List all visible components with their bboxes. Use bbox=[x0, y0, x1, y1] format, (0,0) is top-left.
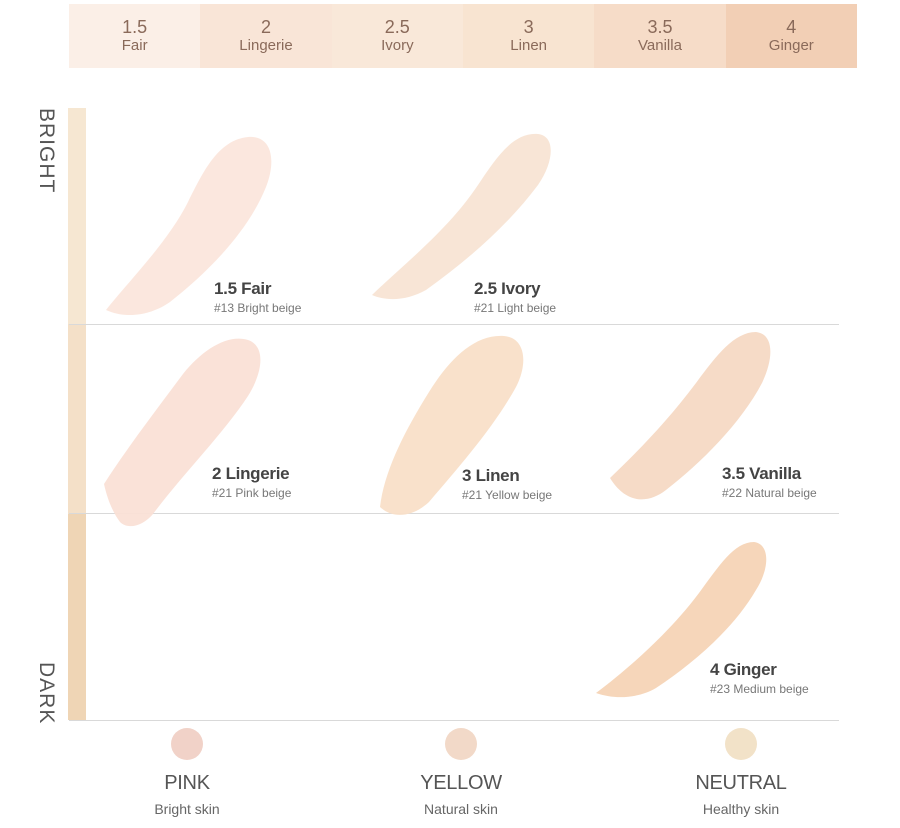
shade-number: 4 bbox=[786, 17, 797, 37]
swatch-desc: #22 Natural beige bbox=[722, 486, 817, 500]
undertone-dot bbox=[725, 728, 757, 760]
swatch-label-linen: 3 Linen #21 Yellow beige bbox=[462, 466, 552, 502]
row-divider bbox=[69, 720, 839, 721]
undertone-name: YELLOW bbox=[420, 772, 502, 794]
undertone-neutral: NEUTRAL Healthy skin bbox=[661, 728, 821, 817]
shade-name: Fair bbox=[121, 37, 148, 54]
swatch-desc: #21 Pink beige bbox=[212, 486, 292, 500]
undertone-dot bbox=[171, 728, 203, 760]
swatch-stroke bbox=[372, 133, 551, 300]
shade-number: 1.5 bbox=[122, 17, 148, 37]
shade-cell: 1.5 Fair bbox=[69, 4, 201, 68]
undertone-name: PINK bbox=[164, 772, 210, 794]
shade-number: 2 bbox=[260, 17, 271, 37]
swatch-name: 2 Lingerie bbox=[212, 464, 290, 483]
shade-number: 3.5 bbox=[647, 17, 673, 37]
axis-strip-dark bbox=[68, 514, 86, 720]
swatch-name: 2.5 Ivory bbox=[474, 279, 541, 298]
swatch-stroke bbox=[104, 338, 261, 527]
undertone-name: NEUTRAL bbox=[695, 772, 787, 794]
shade-cell: 4 Ginger bbox=[725, 4, 857, 68]
swatch-desc: #21 Light beige bbox=[474, 301, 557, 315]
undertone-desc: Natural skin bbox=[424, 801, 498, 817]
shade-scale-bar: 1.5 Fair 2 Lingerie 2.5 Ivory 3 Linen 3.… bbox=[69, 4, 857, 68]
shade-number: 2.5 bbox=[384, 17, 410, 37]
swatch-name: 4 Ginger bbox=[710, 660, 777, 679]
undertone-desc: Bright skin bbox=[154, 801, 220, 817]
swatch-stroke bbox=[380, 335, 524, 515]
shade-name: Ginger bbox=[768, 37, 814, 54]
swatch-linen bbox=[374, 332, 529, 517]
shade-cell: 2.5 Ivory bbox=[331, 4, 463, 68]
axis-strip-bright bbox=[68, 108, 86, 324]
axis-label-dark: DARK bbox=[35, 662, 58, 725]
swatch-desc: #23 Medium beige bbox=[710, 682, 809, 696]
swatch-label-lingerie: 2 Lingerie #21 Pink beige bbox=[212, 464, 291, 500]
axis-label-bright: BRIGHT bbox=[35, 108, 58, 194]
swatch-vanilla bbox=[606, 328, 776, 506]
shade-name: Ivory bbox=[381, 37, 414, 54]
swatch-label-vanilla: 3.5 Vanilla #22 Natural beige bbox=[722, 464, 817, 500]
swatch-desc: #21 Yellow beige bbox=[462, 488, 553, 502]
swatch-label-ginger: 4 Ginger #23 Medium beige bbox=[710, 660, 809, 696]
shade-name: Vanilla bbox=[638, 37, 682, 54]
shade-cell: 3.5 Vanilla bbox=[594, 4, 726, 68]
swatch-stroke bbox=[106, 136, 272, 316]
axis-strip-mid bbox=[68, 324, 86, 514]
swatch-ginger bbox=[594, 538, 770, 698]
swatch-name: 1.5 Fair bbox=[214, 279, 272, 298]
swatch-lingerie bbox=[98, 334, 268, 529]
row-divider bbox=[69, 513, 839, 514]
swatch-label-ivory: 2.5 Ivory #21 Light beige bbox=[474, 279, 556, 315]
shade-name: Linen bbox=[510, 37, 547, 54]
swatch-name: 3 Linen bbox=[462, 466, 520, 485]
swatch-stroke bbox=[610, 332, 771, 500]
row-divider bbox=[69, 324, 839, 325]
shade-number: 3 bbox=[523, 17, 534, 37]
swatch-name: 3.5 Vanilla bbox=[722, 464, 801, 483]
swatch-fair bbox=[98, 132, 278, 322]
shade-name: Lingerie bbox=[239, 37, 293, 54]
swatch-ivory bbox=[368, 130, 558, 300]
swatch-desc: #13 Bright beige bbox=[214, 301, 302, 315]
shade-cell: 3 Linen bbox=[462, 4, 595, 68]
undertone-yellow: YELLOW Natural skin bbox=[381, 728, 541, 817]
undertone-pink: PINK Bright skin bbox=[107, 728, 267, 817]
shade-cell: 2 Lingerie bbox=[200, 4, 332, 68]
undertone-dot bbox=[445, 728, 477, 760]
undertone-desc: Healthy skin bbox=[702, 801, 780, 817]
swatch-label-fair: 1.5 Fair #13 Bright beige bbox=[214, 279, 301, 315]
swatch-stroke bbox=[596, 542, 767, 698]
